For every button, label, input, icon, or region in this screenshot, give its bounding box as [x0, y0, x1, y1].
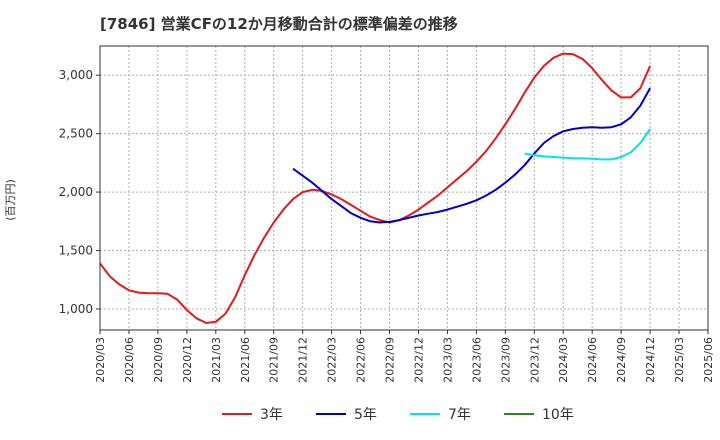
x-tick-label: 2023/03 [441, 337, 454, 383]
y-axis-label: (百万円) [4, 179, 17, 221]
x-tick-label: 2022/06 [355, 337, 368, 383]
grid-lines [99, 46, 709, 330]
x-tick-label: 2023/09 [499, 337, 512, 383]
x-tick-label: 2020/03 [94, 337, 107, 383]
x-tick-label: 2022/09 [384, 337, 397, 383]
y-tick-label: 2,500 [59, 127, 93, 141]
x-tick-label: 2024/06 [586, 337, 599, 383]
series-line-5年 [292, 87, 651, 224]
legend: 3年 5年 7年 10年 [222, 407, 574, 423]
legend-label: 10年 [542, 407, 574, 423]
x-tick-label: 2023/12 [528, 337, 541, 383]
x-axis-ticks: 2020/03 2020/06 2020/09 2020/12 2021/03 2021/… [94, 330, 715, 383]
x-tick-label: 2025/03 [673, 337, 686, 383]
x-tick-label: 2024/12 [644, 337, 657, 383]
plot-area-frame [99, 45, 709, 331]
legend-label: 7年 [448, 407, 471, 423]
y-tick-label: 2,000 [59, 185, 93, 199]
x-tick-label: 2020/09 [152, 337, 165, 383]
y-axis-ticks: 1,000 1,500 2,000 2,500 3,000 [59, 68, 100, 316]
y-tick-label: 1,500 [59, 244, 93, 258]
series-line-7年 [524, 128, 651, 161]
chart-title: [7846] 営業CFの12か月移動合計の標準偏差の推移 [100, 15, 458, 33]
x-tick-label: 2024/09 [615, 337, 628, 383]
x-tick-label: 2021/03 [210, 337, 223, 383]
legend-label: 3年 [260, 407, 283, 423]
x-tick-label: 2022/03 [326, 337, 339, 383]
x-tick-label: 2025/06 [702, 337, 715, 383]
series-line-3年 [99, 52, 652, 324]
x-tick-label: 2021/09 [268, 337, 281, 383]
x-tick-label: 2021/12 [297, 337, 310, 383]
y-tick-label: 3,000 [59, 68, 93, 82]
legend-label: 5年 [354, 407, 377, 423]
x-tick-label: 2021/06 [239, 337, 252, 383]
x-tick-label: 2023/06 [470, 337, 483, 383]
y-tick-label: 1,000 [59, 302, 93, 316]
x-tick-label: 2022/12 [412, 337, 425, 383]
series-lines [99, 52, 652, 324]
x-tick-label: 2020/06 [123, 337, 136, 383]
x-tick-label: 2024/03 [557, 337, 570, 383]
x-tick-label: 2020/12 [181, 337, 194, 383]
